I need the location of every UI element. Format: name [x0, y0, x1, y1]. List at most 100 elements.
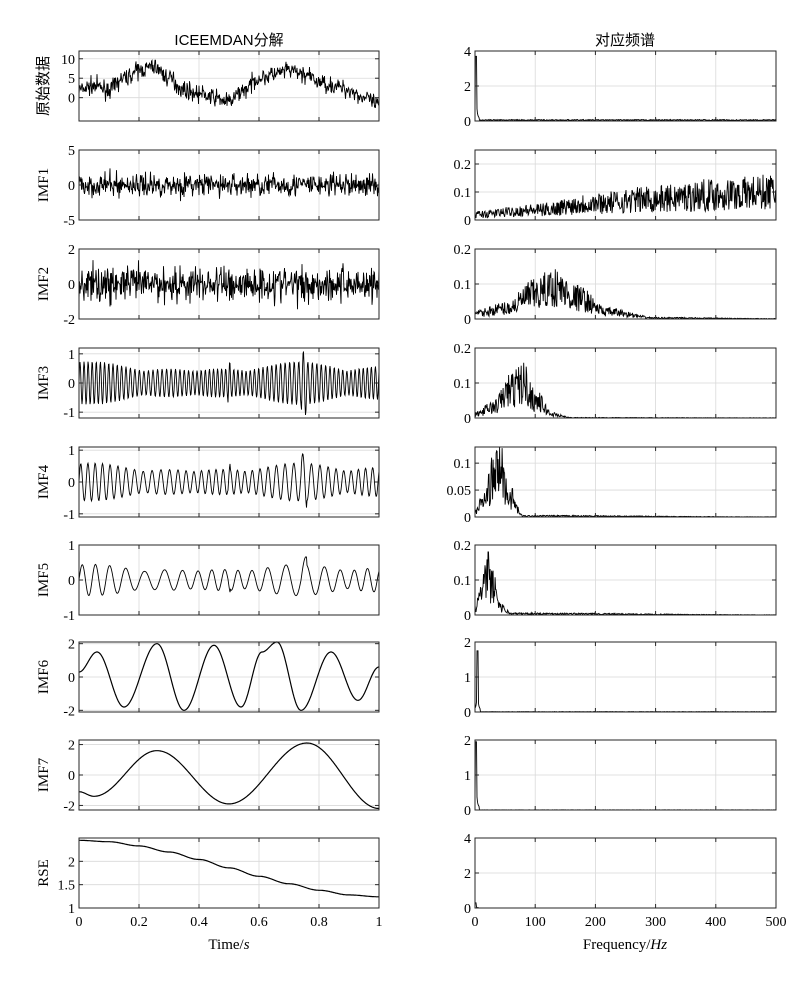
x-tick-label: 0 — [76, 915, 83, 930]
y-tick-label: 5 — [68, 72, 75, 87]
x-tick-label: 500 — [766, 915, 787, 930]
y-tick-label: 0.1 — [454, 278, 472, 293]
subplot-imf4-time: -1 0 1 IMF4 — [36, 444, 380, 523]
y-tick-label: 0.2 — [454, 342, 472, 357]
right-column-title: 对应频谱 — [595, 31, 655, 49]
y-tick-label: 0 — [464, 804, 471, 819]
plot-area — [475, 447, 776, 517]
x-tick-label: 0.8 — [310, 915, 328, 930]
x-tick-label: 0.4 — [190, 915, 208, 930]
y-tick-label: 0 — [464, 609, 471, 624]
y-tick-label: 0.1 — [454, 574, 472, 589]
axes-frame — [474, 446, 777, 518]
y-tick-label: 0 — [68, 769, 75, 784]
subplot-orig-time: 0 5 10 原始数据 — [35, 50, 380, 122]
y-tick-label: 0.2 — [454, 539, 472, 554]
series-line-imf7-time — [78, 742, 379, 810]
subplot-imf1-freq: 0 0.1 0.2 — [454, 149, 777, 229]
y-tick-label: 1 — [68, 539, 75, 554]
y-tick-label: 0.05 — [447, 484, 472, 499]
y-tick-label: 0 — [68, 278, 75, 293]
y-axis-label: IMF6 — [36, 659, 52, 694]
y-tick-label: 1 — [68, 444, 75, 459]
axes-frame — [78, 837, 380, 909]
subplot-imf6-time: -2 0 2 IMF6 — [36, 638, 380, 719]
y-tick-label: 10 — [61, 53, 75, 68]
y-axis-label: IMF2 — [36, 267, 52, 301]
y-tick-label: -1 — [63, 508, 75, 523]
y-axis-label: RSE — [36, 859, 52, 887]
y-tick-label: 0 — [68, 179, 75, 194]
series-line-orig-time — [78, 59, 380, 108]
y-tick-label: -2 — [63, 704, 75, 719]
left-xlabel: Time/s — [208, 937, 249, 953]
series-line-imf2-time — [78, 260, 380, 310]
y-tick-label: 0 — [68, 92, 75, 107]
series-line-imf1-freq — [474, 174, 777, 219]
y-axis-label: 原始数据 — [35, 56, 52, 116]
y-tick-label: 0 — [68, 476, 75, 491]
y-tick-label: 0 — [464, 511, 471, 526]
x-tick-label: 200 — [585, 915, 606, 930]
series-line-imf5-time — [78, 556, 380, 597]
series-line-rse-time — [79, 839, 379, 898]
series-line-orig-freq — [474, 55, 777, 122]
right-xlabel: Frequency/Hz — [583, 937, 667, 953]
y-tick-label: 2 — [68, 638, 75, 653]
series-line-imf4-time — [78, 453, 380, 508]
y-tick-label: -2 — [63, 313, 75, 328]
y-tick-label: 2 — [68, 739, 75, 754]
y-tick-label: -2 — [63, 799, 75, 814]
y-tick-label: 0.2 — [454, 158, 472, 173]
y-tick-label: -1 — [63, 609, 75, 624]
plot-area — [79, 838, 379, 908]
y-tick-label: -1 — [63, 406, 75, 421]
x-tick-label: 0.6 — [250, 915, 268, 930]
y-axis-label: IMF3 — [36, 366, 52, 400]
y-tick-label: 5 — [68, 144, 75, 159]
left-column-title: ICEEMDAN分解 — [174, 32, 283, 49]
y-tick-label: 0 — [464, 706, 471, 721]
x-tick-label: 400 — [705, 915, 726, 930]
series-line-imf6-time — [79, 641, 379, 711]
axes-frame — [474, 149, 777, 221]
subplot-imf5-time: -1 0 1 IMF5 — [36, 539, 380, 624]
x-tick-label: 100 — [525, 915, 546, 930]
y-tick-label: 0 — [464, 313, 471, 328]
subplot-imf2-freq: 0 0.1 0.2 — [454, 243, 777, 328]
y-tick-label: 0 — [464, 412, 471, 427]
y-axis-label: IMF7 — [36, 757, 52, 792]
subplot-rse-time: 1 1.5 2 0 0.2 0.4 0.6 0.8 1 RSE — [36, 837, 383, 930]
y-tick-label: 2 — [464, 867, 471, 882]
subplot-imf6-freq: 0 1 2 — [464, 636, 777, 721]
y-axis-label: IMF1 — [36, 168, 52, 202]
series-line-imf1-time — [78, 168, 380, 202]
x-tick-label: 0 — [472, 915, 479, 930]
y-tick-label: 0 — [68, 671, 75, 686]
x-tick-label: 300 — [645, 915, 666, 930]
y-tick-label: 0.1 — [454, 377, 472, 392]
x-tick-label: 0.2 — [130, 915, 148, 930]
y-tick-label: 1 — [68, 902, 75, 917]
y-tick-label: 4 — [464, 45, 471, 60]
y-tick-label: 0 — [68, 377, 75, 392]
subplot-imf2-time: -2 0 2 IMF2 — [36, 243, 380, 328]
y-tick-label: 0.1 — [454, 457, 472, 472]
y-tick-label: 1 — [464, 769, 471, 784]
subplot-grid: 0510原始数据-505IMF1-202IMF2-101IMF3-101IMF4… — [35, 45, 787, 930]
subplot-imf5-freq: 0 0.1 0.2 — [454, 539, 777, 624]
y-axis-label: IMF4 — [36, 464, 52, 499]
y-tick-label: 0 — [464, 115, 471, 130]
subplot-imf7-time: -2 0 2 IMF7 — [36, 739, 380, 814]
y-tick-label: -5 — [63, 214, 75, 229]
subplot-imf3-freq: 0 0.1 0.2 — [454, 342, 777, 427]
y-axis-label: IMF5 — [36, 563, 52, 597]
y-tick-label: 1 — [464, 671, 471, 686]
y-tick-label: 2 — [68, 243, 75, 258]
y-tick-label: 2 — [464, 734, 471, 749]
y-tick-label: 0.1 — [454, 186, 472, 201]
y-tick-label: 2 — [68, 855, 75, 870]
y-tick-label: 1.5 — [58, 879, 76, 894]
series-line-imf2-freq — [474, 269, 777, 320]
